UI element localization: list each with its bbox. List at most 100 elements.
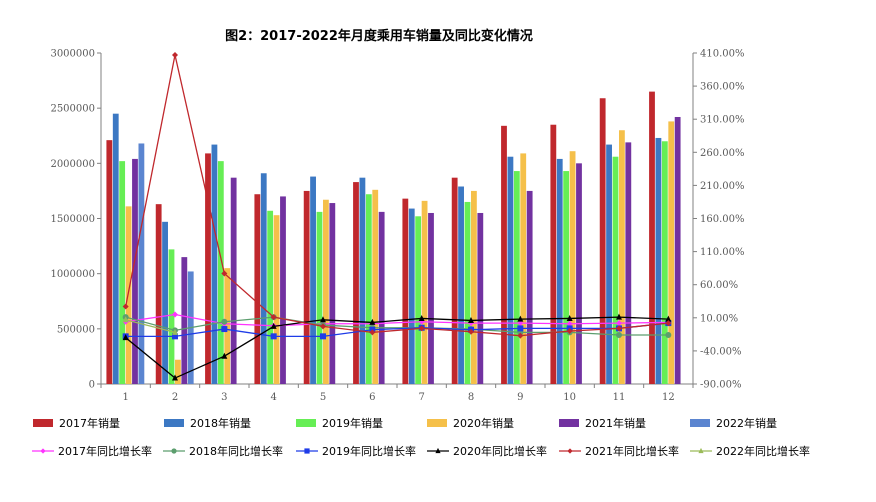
bar <box>464 201 471 384</box>
left-tick-label: 1000000 <box>50 269 95 280</box>
line-point <box>566 328 573 335</box>
bar <box>655 137 662 384</box>
line-point <box>616 325 622 332</box>
line-point <box>172 328 178 335</box>
bar <box>260 173 267 384</box>
bar <box>155 204 162 384</box>
bar <box>569 151 576 384</box>
line-point <box>418 325 425 332</box>
bar <box>674 116 681 385</box>
x-tick-label: 10 <box>563 392 576 403</box>
x-tick-label: 6 <box>369 392 375 403</box>
bar <box>451 177 458 384</box>
line-point <box>665 320 672 327</box>
line-point <box>665 332 672 339</box>
x-tick-label: 11 <box>613 392 626 403</box>
bar <box>625 142 632 384</box>
bar <box>217 161 224 384</box>
legend-label: 2017年同比增长率 <box>58 444 152 458</box>
legend-swatch <box>296 419 316 427</box>
right-tick-label: -90.00% <box>700 380 742 391</box>
axes <box>97 52 697 388</box>
bar <box>125 206 132 384</box>
bar <box>254 194 261 384</box>
line-point <box>270 314 277 321</box>
x-tick-label: 9 <box>517 392 523 403</box>
bar <box>661 141 668 384</box>
legend-label: 2022年同比增长率 <box>716 444 810 458</box>
legend-label: 2017年销量 <box>59 416 120 430</box>
left-tick-label: 500000 <box>57 324 95 335</box>
right-tick-label: 60.00% <box>700 280 738 291</box>
bar <box>106 140 113 384</box>
bar <box>353 182 359 384</box>
line-point <box>369 329 376 336</box>
line-point <box>665 315 672 322</box>
line-point <box>221 270 228 277</box>
legend-label: 2021年销量 <box>585 416 646 430</box>
bar <box>267 210 274 384</box>
line-point <box>616 313 622 320</box>
series-line <box>125 54 669 337</box>
bar <box>550 124 557 384</box>
bar <box>576 163 582 384</box>
line-point <box>270 333 277 340</box>
line-point <box>435 447 441 454</box>
bar <box>612 156 619 384</box>
line-point <box>172 374 178 381</box>
bar <box>273 215 280 384</box>
line-point <box>40 448 46 454</box>
legend-swatch <box>164 419 184 427</box>
right-tick-label: 410.00% <box>700 49 745 60</box>
legend-label: 2020年同比增长率 <box>453 444 547 458</box>
line-point <box>221 352 228 359</box>
bar <box>280 196 286 384</box>
line-point <box>616 332 622 339</box>
series-line <box>125 313 669 327</box>
right-tick-label: 260.00% <box>700 148 745 159</box>
line-point <box>369 318 376 325</box>
legend-swatch <box>33 419 53 427</box>
x-tick-label: 12 <box>662 392 675 403</box>
line-point <box>122 316 129 323</box>
x-tick-label: 5 <box>320 392 326 403</box>
x-tick-label: 8 <box>468 392 474 403</box>
bar <box>402 198 409 384</box>
legend-label: 2021年同比增长率 <box>585 444 679 458</box>
legend-swatch <box>427 419 447 427</box>
x-tick-label: 2 <box>172 392 178 403</box>
bar <box>211 144 218 384</box>
left-tick-label: 2500000 <box>50 104 95 115</box>
right-tick-label: 160.00% <box>700 214 745 225</box>
line-point <box>320 316 326 323</box>
line-point <box>468 328 474 335</box>
line-point <box>172 311 178 318</box>
bar <box>421 200 428 384</box>
bar <box>428 212 434 384</box>
legend-swatch <box>690 419 710 427</box>
line-point <box>320 333 326 340</box>
bar <box>112 113 119 385</box>
bar <box>668 121 675 384</box>
line-point <box>567 448 573 454</box>
bar <box>458 186 464 384</box>
line-point <box>172 51 178 58</box>
line-point <box>517 315 524 322</box>
bar <box>501 125 507 384</box>
line-point <box>566 320 573 327</box>
line-point <box>517 332 524 339</box>
bar <box>563 171 570 384</box>
bar <box>323 199 329 384</box>
chart-title: 图2：2017-2022年月度乘用车销量及同比变化情况 <box>225 28 533 44</box>
bar <box>408 208 415 384</box>
line-point <box>171 448 177 454</box>
right-tick-label: -40.00% <box>700 346 742 357</box>
legend-label: 2022年销量 <box>716 416 777 430</box>
bar <box>205 153 211 384</box>
series-line <box>125 316 669 336</box>
series-line <box>125 322 669 337</box>
line-point <box>221 326 228 333</box>
x-tick-label: 7 <box>418 392 424 403</box>
left-tick-label: 1500000 <box>50 214 95 225</box>
